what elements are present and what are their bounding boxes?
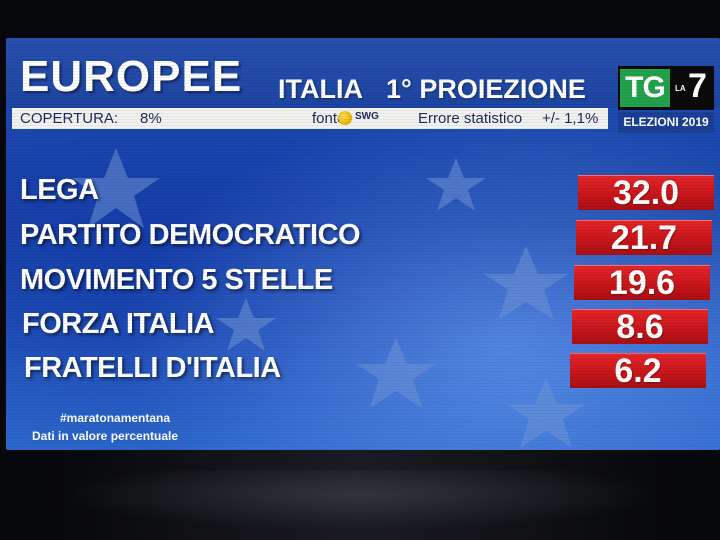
seven-logo-text: 7: [688, 67, 707, 105]
party-value: 6.2: [570, 353, 706, 388]
hashtag-label: #maratonamentana: [60, 411, 171, 425]
eu-star-icon: [356, 338, 436, 408]
eu-star-icon: [506, 378, 586, 448]
party-value: 21.7: [576, 220, 712, 255]
coverage-label: COPERTURA:: [20, 110, 119, 127]
error-label: Errore statistico: [418, 110, 523, 127]
tv-stand: [60, 470, 660, 530]
region-label: ITALIA: [278, 74, 363, 104]
info-bar: COPERTURA: 8% fonte: SWG Errore statisti…: [12, 108, 608, 129]
party-name: FORZA ITALIA: [22, 308, 215, 340]
la-logo-text: LA: [675, 84, 686, 93]
error-value: +/- 1,1%: [542, 110, 599, 127]
swg-logo-text: SWG: [355, 111, 379, 122]
tg-la7-logo: TG LA 7: [618, 66, 714, 110]
party-value: 19.6: [574, 265, 710, 300]
eu-star-icon: [216, 298, 276, 351]
eu-flag-background: [72, 148, 586, 448]
coverage-value: 8%: [140, 110, 162, 127]
party-name: PARTITO DEMOCRATICO: [20, 219, 361, 251]
party-value: 32.0: [578, 175, 714, 210]
party-name: FRATELLI D'ITALIA: [24, 352, 281, 384]
tv-screen: EUROPEE ITALIA 1° PROIEZIONE COPERTURA: …: [6, 38, 720, 450]
header-band: EUROPEE ITALIA 1° PROIEZIONE: [6, 38, 720, 108]
tg-logo-text: TG: [620, 69, 670, 107]
data-note: Dati in valore percentuale: [32, 429, 179, 443]
party-value: 8.6: [572, 309, 708, 344]
election-title: EUROPEE: [20, 52, 243, 101]
party-name: MOVIMENTO 5 STELLE: [20, 264, 333, 296]
eu-star-icon: [484, 246, 568, 320]
edition-badge: ELEZIONI 2019: [618, 112, 714, 133]
eu-star-icon: [426, 158, 486, 211]
swg-logo-icon: SWG: [338, 110, 380, 126]
party-name: LEGA: [20, 174, 99, 206]
projection-label: 1° PROIEZIONE: [386, 74, 586, 104]
eu-star-icon: [72, 148, 160, 228]
